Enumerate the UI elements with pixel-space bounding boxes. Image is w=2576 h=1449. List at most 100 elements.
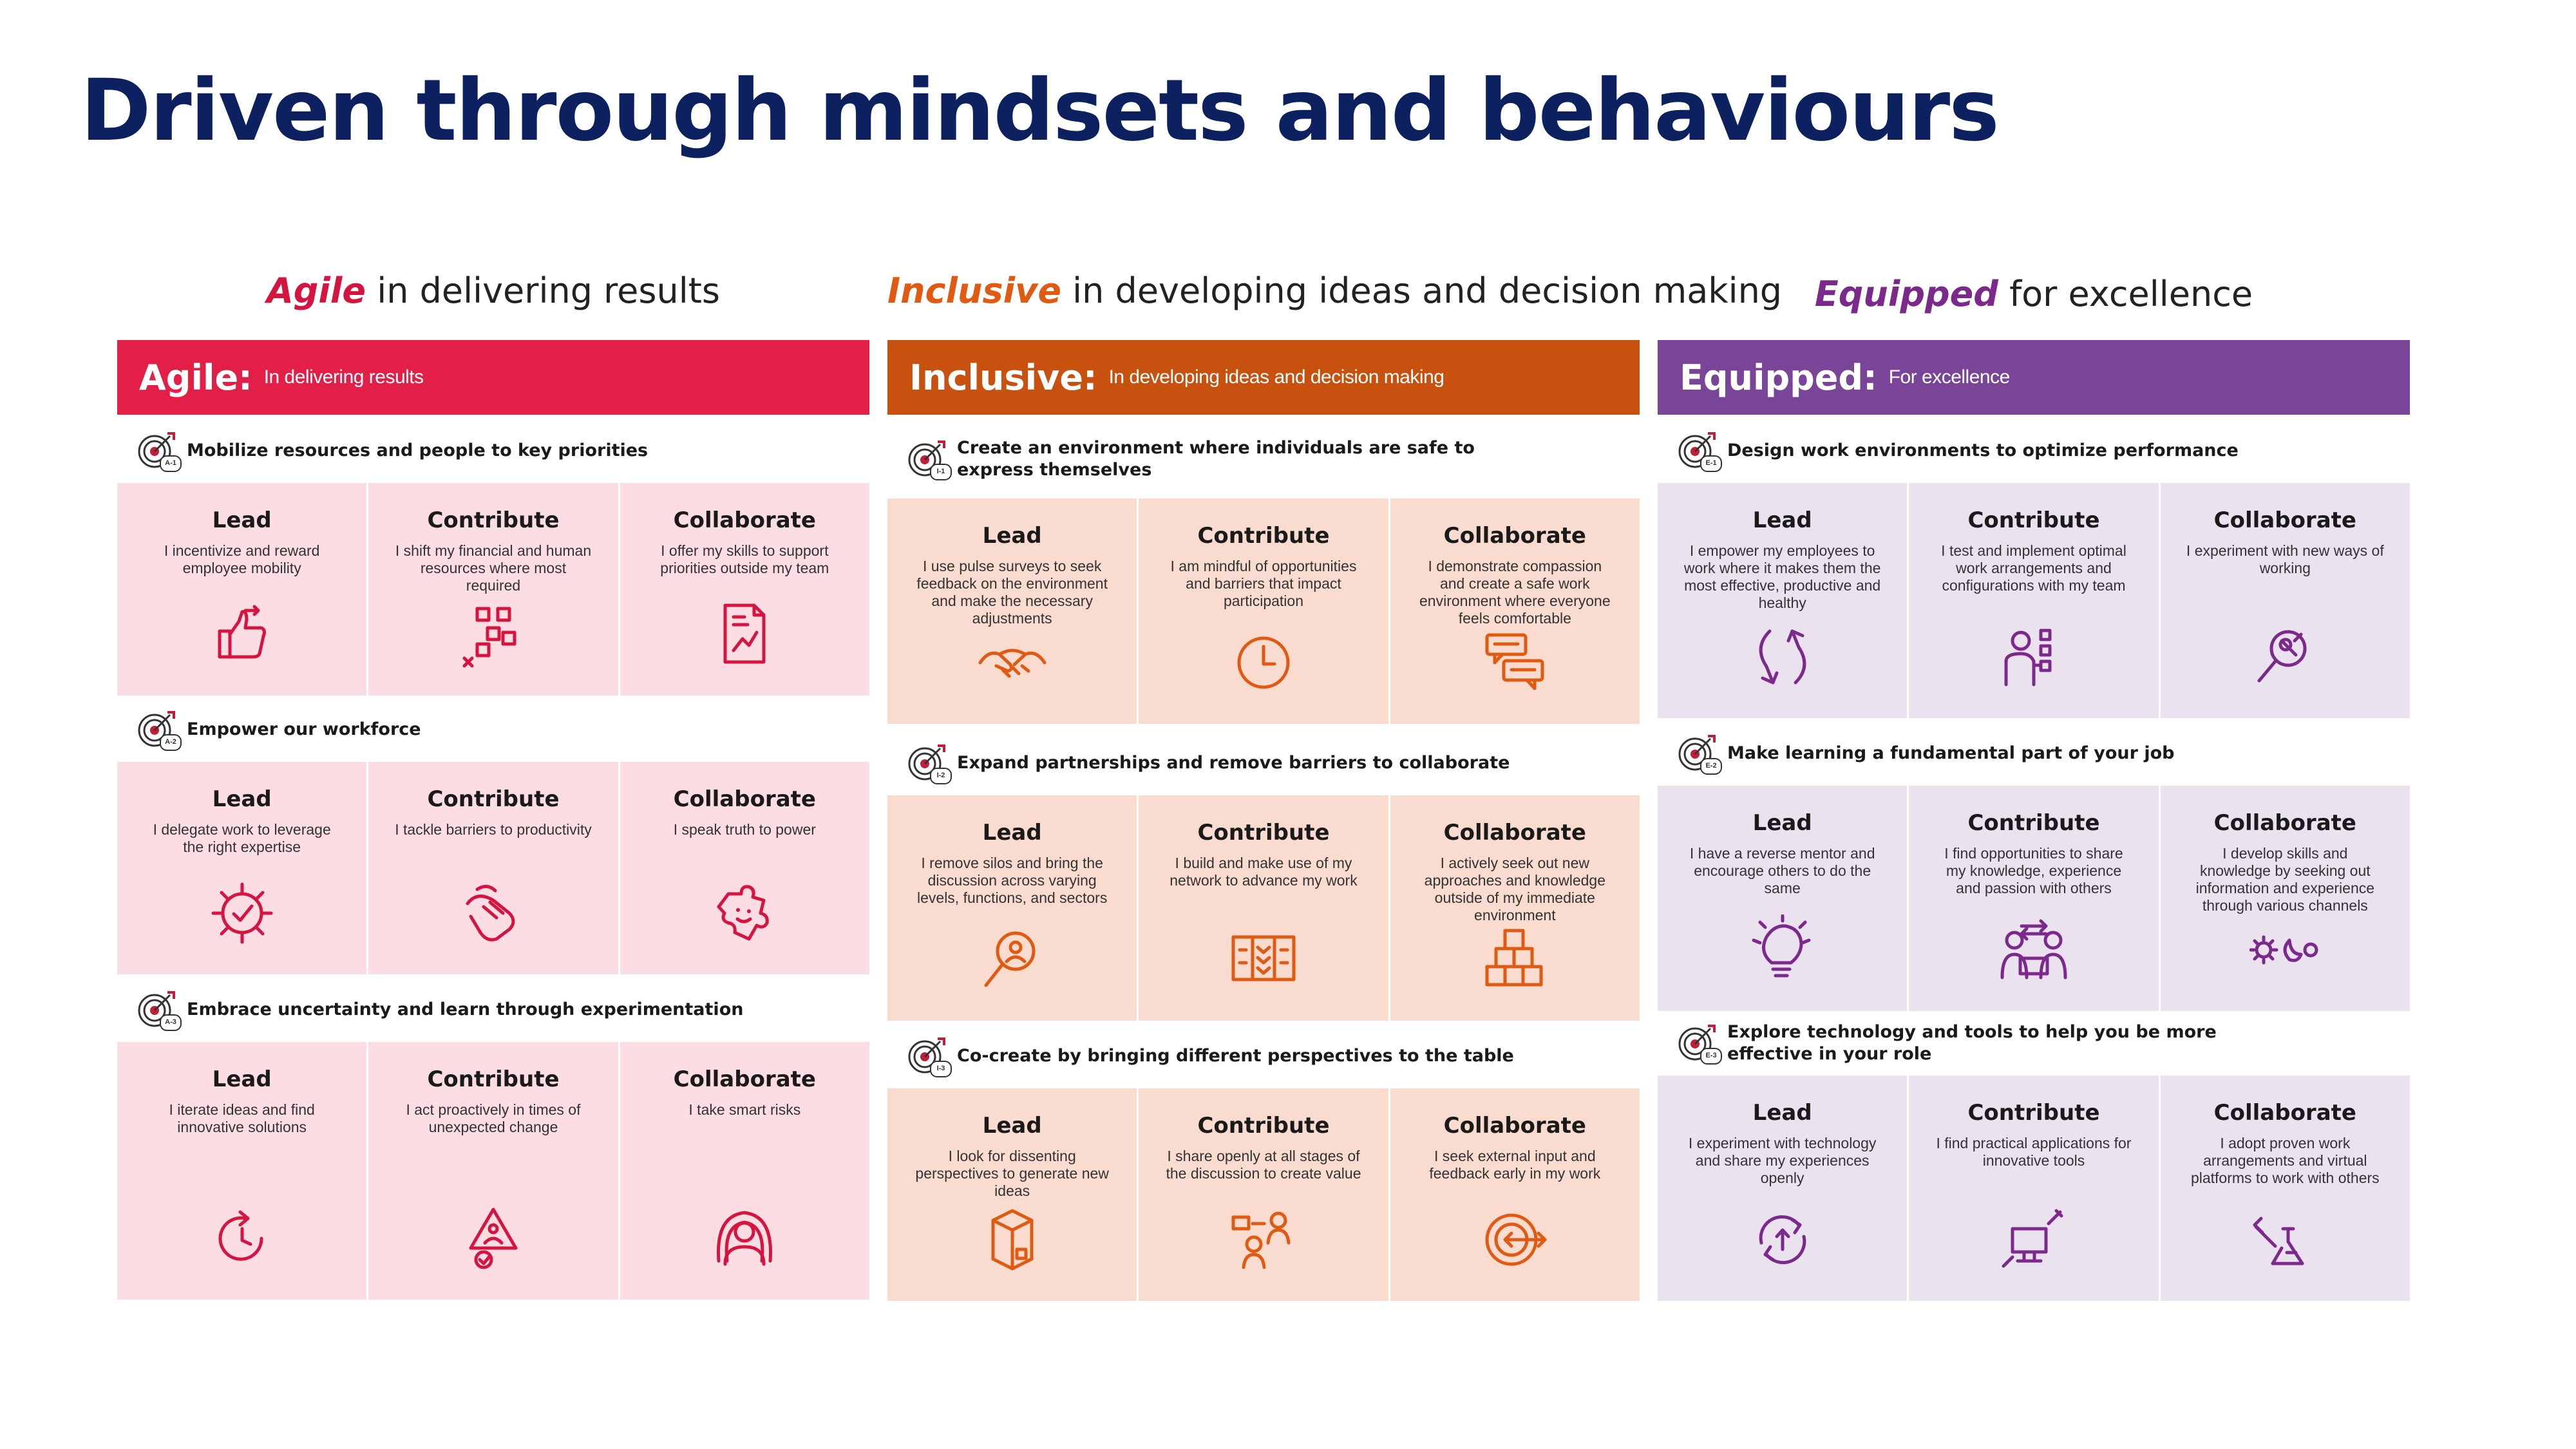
card-text: I offer my skills to support priorities … [660,542,829,576]
section-code: A-3 [160,1014,182,1031]
card-text: I act proactively in times of unexpected… [406,1101,581,1135]
target-icon: A-3 [137,990,182,1031]
section-header: A-3 Embrace uncertainty and learn through… [117,978,869,1042]
behaviour-card-lead: Lead I remove silos and bring the discuss… [887,795,1137,1021]
computer-tools-icon [1998,1204,2069,1275]
card-text: I shift my financial and human resources… [395,542,592,594]
target-icon: E-3 [1677,1023,1722,1065]
banner-subtitle: For excellence [1888,366,2011,388]
section-title: Design work environments to optimize per… [1727,440,2239,460]
section-header: A-1 Mobilize resources and people to key … [117,419,869,483]
behaviour-card-collaborate: Collaborate I develop skills and knowledg… [2158,786,2410,1011]
person-rings-icon [709,1203,780,1274]
banner-name: Agile: [139,357,252,398]
section-header: E-2 Make learning a fundamental part of y… [1658,721,2410,786]
behaviour-section: I-1 Create an environment where individua… [887,420,1640,724]
stacked-boxes-icon [1479,924,1550,995]
card-label: Collaborate [673,786,816,812]
banner-subtitle: In developing ideas and decision making [1108,366,1444,388]
behaviour-card-contribute: Contribute I find opportunities to share … [1907,786,2158,1011]
column-banner: Equipped: For excellence [1658,340,2410,415]
card-label: Collaborate [1443,523,1586,549]
behaviour-card-lead: Lead I look for dissenting perspectives t… [887,1088,1137,1301]
section-cards: Lead I have a reverse mentor and encourag… [1658,786,2410,1011]
card-text: I test and implement optimal work arrang… [1941,542,2126,594]
card-label: Contribute [1197,1113,1330,1139]
card-text: I demonstrate compassion and create a sa… [1419,558,1611,627]
section-code: E-2 [1700,758,1722,775]
card-label: Collaborate [2213,810,2356,836]
card-label: Lead [1752,507,1812,533]
column-banner: Agile: In delivering results [117,340,869,415]
column-inclusive: Inclusive in developing ideas and decisi… [887,0,1782,1449]
card-label: Lead [212,1066,272,1092]
banner-name: Inclusive: [909,357,1097,398]
column-heading: Inclusive in developing ideas and decisi… [887,270,1782,311]
card-text: I remove silos and bring the discussion … [917,855,1108,906]
column-heading-rest: in developing ideas and decision making [1061,270,1783,311]
card-label: Lead [212,786,272,812]
behaviour-card-collaborate: Collaborate I adopt proven work arrangeme… [2158,1075,2410,1301]
section-title: Mobilize resources and people to key pri… [187,440,649,460]
thumbs-up-icon [207,599,278,670]
handshake-icon [977,627,1048,698]
page-title: Driven through mindsets and behaviours [80,61,2000,160]
behaviour-section: A-2 Empower our workforce Lead I delegate w… [117,697,869,974]
card-text: I find opportunities to share my knowled… [1944,845,2123,896]
card-text: I actively seek out new approaches and k… [1424,855,1605,923]
behaviour-card-contribute: Contribute I act proactively in times of … [366,1042,618,1300]
card-text: I adopt proven work arrangements and vir… [2190,1135,2380,1186]
card-label: Collaborate [1443,820,1586,846]
column-heading-emphasis: Agile [266,270,366,311]
card-label: Contribute [1197,523,1330,549]
column-heading: Agile in delivering results [117,270,869,311]
section-title: Co-create by bringing different perspect… [957,1046,1514,1066]
chat-bubbles-icon [1479,627,1550,698]
warning-person-icon [458,1203,529,1274]
behaviour-card-collaborate: Collaborate I demonstrate compassion and … [1388,498,1640,724]
flask-tools-icon [2249,1204,2320,1275]
card-label: Lead [982,1113,1042,1139]
card-label: Contribute [427,1066,560,1092]
behaviour-card-collaborate: Collaborate I experiment with new ways of… [2158,483,2410,718]
section-header: E-3 Explore technology and tools to help … [1658,1011,2410,1075]
behaviour-card-contribute: Contribute I build and make use of my net… [1137,795,1388,1021]
section-cards: Lead I remove silos and bring the discuss… [887,795,1640,1021]
section-cards: Lead I incentivize and reward employee mo… [117,483,869,696]
column-heading: Equipped for excellence [1658,274,2410,314]
section-header: A-2 Empower our workforce [117,697,869,762]
target-icon: E-1 [1677,431,1722,472]
section-code: I-3 [930,1061,952,1077]
behaviour-section: E-1 Design work environments to optimize … [1658,419,2410,718]
card-label: Lead [1752,1100,1812,1126]
behaviour-card-contribute: Contribute I share openly at all stages o… [1137,1088,1388,1301]
card-label: Lead [1752,810,1812,836]
card-text: I tackle barriers to productivity [395,821,592,838]
card-text: I empower my employees to work where it … [1683,542,1881,611]
card-label: Lead [982,820,1042,846]
section-title: Expand partnerships and remove barriers … [957,753,1510,773]
section-code: E-1 [1700,455,1722,472]
behaviour-card-lead: Lead I experiment with technology and sha… [1658,1075,1907,1301]
card-text: I seek external input and feedback early… [1429,1148,1601,1182]
section-cards: Lead I delegate work to leverage the righ… [117,762,869,974]
card-text: I build and make use of my network to ad… [1170,855,1358,889]
card-text: I develop skills and knowledge by seekin… [2195,845,2375,914]
behaviour-section: I-3 Co-create by bringing different persp… [887,1024,1640,1301]
behaviour-card-collaborate: Collaborate I offer my skills to support … [618,483,869,696]
behaviour-section: E-2 Make learning a fundamental part of y… [1658,721,2410,1011]
behaviour-section: I-2 Expand partnerships and remove barrie… [887,731,1640,1021]
section-header: E-1 Design work environments to optimize … [1658,419,2410,483]
target-icon: I-2 [907,743,952,784]
card-text: I share openly at all stages of the disc… [1166,1148,1361,1182]
card-text: I experiment with new ways of working [2186,542,2384,576]
card-label: Collaborate [2213,507,2356,533]
column-banner: Inclusive: In developing ideas and decisi… [887,340,1640,415]
document-chart-icon [709,599,780,670]
behaviour-card-contribute: Contribute I tackle barriers to productiv… [366,762,618,974]
behaviour-card-collaborate: Collaborate I speak truth to power [618,762,869,974]
behaviour-card-lead: Lead I incentivize and reward employee mo… [117,483,366,696]
section-header: I-2 Expand partnerships and remove barrie… [887,731,1640,795]
card-text: I iterate ideas and find innovative solu… [169,1101,315,1135]
swap-arrows-icon [1747,621,1818,692]
